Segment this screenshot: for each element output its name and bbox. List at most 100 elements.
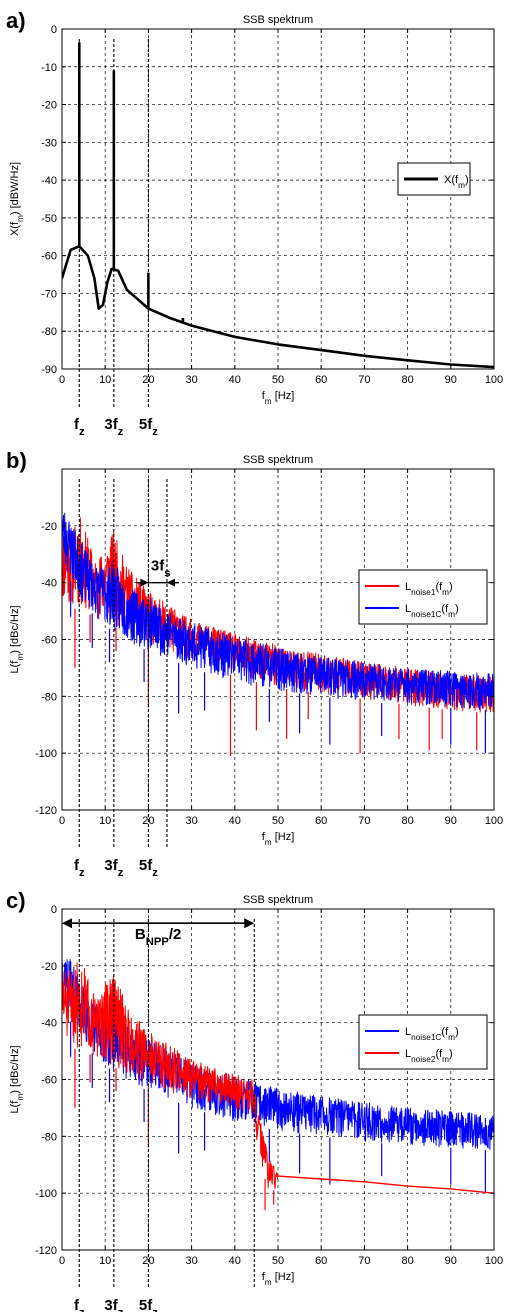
legend-box — [358, 1014, 488, 1070]
x-tick-label: 10 — [99, 1255, 111, 1267]
marker-label: 5fz — [139, 857, 158, 879]
x-tick-label: 0 — [59, 815, 65, 827]
arrow-head-right — [166, 578, 175, 587]
x-axis-label: fm [Hz] — [262, 390, 295, 406]
x-axis-label: fm [Hz] — [262, 1271, 295, 1287]
y-axis-label: X(fm) [dBW/Hz] — [9, 162, 25, 236]
marker-label: 3fz — [104, 1297, 123, 1312]
annotation-label: 3fs — [151, 558, 171, 580]
y-tick-label: -70 — [41, 288, 57, 300]
y-tick-label: -50 — [41, 213, 57, 225]
x-tick-label: 70 — [358, 374, 370, 386]
x-tick-label: 40 — [229, 815, 241, 827]
y-tick-label: -30 — [41, 137, 57, 149]
y-axis-label: L(fm) [dBc/Hz] — [9, 1045, 25, 1113]
legend-box — [358, 569, 488, 625]
y-tick-label: -60 — [41, 251, 57, 263]
y-tick-label: -10 — [41, 62, 57, 74]
series-noise-1 — [62, 962, 279, 1190]
panel-label: b) — [6, 448, 27, 473]
x-tick-label: 70 — [358, 1255, 370, 1267]
series-noise-floor — [277, 1175, 494, 1194]
y-tick-label: -40 — [41, 1018, 57, 1030]
x-tick-label: 90 — [445, 815, 457, 827]
chart-title: SSB spektrum — [243, 894, 313, 906]
x-tick-label: 0 — [59, 374, 65, 386]
y-tick-label: 0 — [51, 24, 57, 36]
y-tick-label: -100 — [35, 748, 57, 760]
y-tick-label: -100 — [35, 1188, 57, 1200]
marker-label: fz — [74, 857, 85, 879]
x-tick-label: 50 — [272, 1255, 284, 1267]
x-tick-label: 60 — [315, 374, 327, 386]
y-tick-label: -20 — [41, 961, 57, 973]
marker-label: 5fz — [139, 1297, 158, 1312]
x-tick-label: 0 — [59, 1255, 65, 1267]
x-tick-label: 90 — [445, 374, 457, 386]
annotation: 3fs — [136, 558, 179, 587]
legend-entry: Lnoise2(fm) — [405, 1048, 453, 1064]
annotation-label: BNPP/2 — [135, 926, 182, 948]
x-tick-label: 10 — [99, 374, 111, 386]
series-group — [62, 959, 494, 1211]
x-tick-label: 30 — [185, 1255, 197, 1267]
series-line-x-fm — [62, 244, 494, 369]
x-axis-label: fm [Hz] — [262, 831, 295, 847]
x-tick-label: 50 — [272, 815, 284, 827]
y-tick-label: -80 — [41, 326, 57, 338]
marker-label: 5fz — [139, 416, 158, 438]
x-tick-label: 60 — [315, 815, 327, 827]
x-tick-label: 90 — [445, 1255, 457, 1267]
y-axis-label: L(fm) [dBc/Hz] — [9, 605, 25, 673]
legend-entry: Lnoise1(fm) — [405, 581, 453, 597]
legend-entry: Lnoise1C(fm) — [405, 603, 459, 619]
y-tick-label: -80 — [41, 691, 57, 703]
chart-title: SSB spektrum — [243, 14, 313, 26]
x-tick-label: 30 — [185, 374, 197, 386]
x-tick-label: 40 — [229, 374, 241, 386]
y-tick-label: -20 — [41, 100, 57, 112]
chart-panel-a: 0 10 20 30 40 50 60 70 80 90 1000-10-20-30-40-50-6… — [6, 8, 503, 438]
panel-label: c) — [6, 888, 26, 913]
x-tick-label: 80 — [401, 374, 413, 386]
x-tick-label: 60 — [315, 1255, 327, 1267]
y-tick-label: 0 — [51, 904, 57, 916]
arrow-head-left — [140, 578, 149, 587]
legend-entry: Lnoise1C(fm) — [405, 1026, 459, 1042]
x-tick-label: 100 — [485, 374, 503, 386]
x-tick-label: 50 — [272, 374, 284, 386]
y-tick-label: -20 — [41, 521, 57, 533]
y-tick-label: -90 — [41, 364, 57, 376]
x-tick-label: 100 — [485, 1255, 503, 1267]
marker-label: 3fz — [104, 857, 123, 879]
arrow-head-right — [244, 918, 255, 929]
legend: X(fm) — [397, 162, 471, 196]
arrow-head-left — [62, 918, 72, 929]
y-tick-label: -60 — [41, 635, 57, 647]
legend: Lnoise1C(fm) Lnoise2(fm) — [358, 1014, 488, 1070]
legend-entry: X(fm) — [444, 174, 469, 190]
chart-panel-b: 0 10 20 30 40 50 60 70 80 90 100-20-40-60-80-100-1… — [6, 448, 503, 879]
marker-label: fz — [74, 1297, 85, 1312]
marker-label: fz — [74, 416, 85, 438]
y-tick-label: -40 — [41, 578, 57, 590]
legend: Lnoise1(fm) Lnoise1C(fm) — [358, 569, 488, 625]
x-tick-label: 70 — [358, 815, 370, 827]
y-tick-label: -60 — [41, 1075, 57, 1087]
y-tick-label: -120 — [35, 805, 57, 817]
y-tick-label: -80 — [41, 1131, 57, 1143]
series-noise-0 — [62, 959, 494, 1150]
series-group — [62, 512, 494, 757]
x-tick-label: 80 — [401, 1255, 413, 1267]
x-tick-label: 40 — [229, 1255, 241, 1267]
x-tick-label: 10 — [99, 815, 111, 827]
panel-label: a) — [6, 8, 26, 33]
chart-title: SSB spektrum — [243, 454, 313, 466]
y-tick-label: -120 — [35, 1245, 57, 1257]
x-tick-label: 30 — [185, 815, 197, 827]
x-tick-label: 80 — [401, 815, 413, 827]
chart-panel-c: 0 10 20 30 40 50 60 70 80 90 1000-20-40-60-80-100-… — [6, 888, 503, 1312]
y-tick-label: -40 — [41, 175, 57, 187]
marker-label: 3fz — [104, 416, 123, 438]
